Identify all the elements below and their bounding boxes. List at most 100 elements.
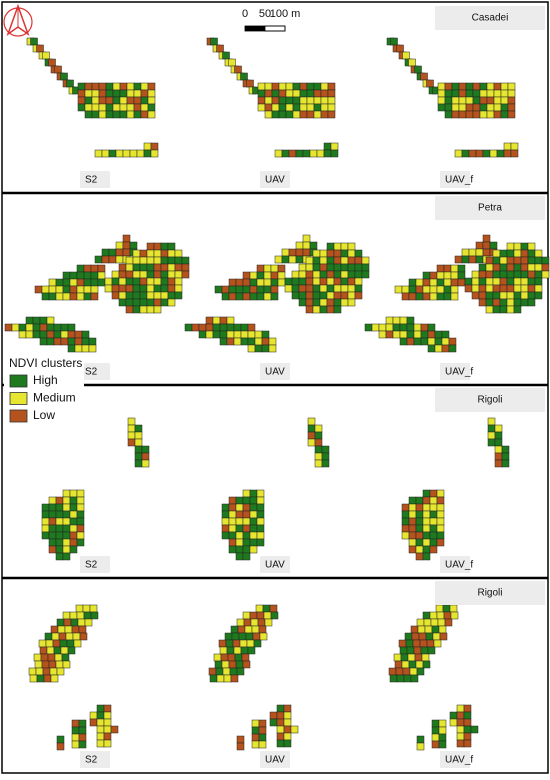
grid-cell [500,89,509,98]
grid-cell [295,255,304,264]
grid-cell [18,330,27,339]
grid-cell [242,517,251,526]
grid-cell [527,270,536,279]
grid-cell [242,545,251,554]
grid-cell [330,142,339,151]
grid-cell [347,284,356,293]
grid-cell [246,79,254,88]
grid-cell [245,632,254,641]
grid-cell [59,639,68,648]
grid-cell [140,103,149,112]
grid-cell [319,249,328,258]
grid-cell [305,256,314,265]
grid-cell [58,632,67,641]
grid-cell [313,89,322,98]
grid-cell [450,292,459,301]
scale-label: 100 m [270,8,301,20]
grid-cell [441,330,450,339]
grid-cell [422,611,431,620]
grid-cell [55,545,64,554]
grid-cell [323,149,332,158]
grid-cell [226,316,235,325]
grid-cell [132,284,141,293]
grid-cell [458,82,467,91]
grid-cell [76,503,85,512]
view-label: UAV [265,560,285,571]
grid-cell [212,330,221,339]
grid-cell [422,292,431,301]
grid-cell [69,524,78,533]
grid-cell [470,725,479,734]
grid-cell [133,110,142,119]
grid-cell [56,667,65,676]
grid-cell [242,496,251,505]
grid-cell [25,316,34,325]
grid-cell [249,531,258,540]
grid-cell [307,417,316,426]
grid-cell [408,285,417,294]
grid-cell [326,277,335,286]
grid-cell [444,618,453,627]
grid-cell [482,234,491,243]
legend-label: Medium [33,391,76,405]
grid-cell [408,517,417,526]
grid-cell [235,285,244,294]
grid-cell [291,277,300,286]
view-label: S2 [85,560,98,571]
grid-cell [270,292,279,301]
grid-cell [146,263,155,272]
grid-cell [425,632,434,641]
grid-cell [126,103,135,112]
grid-cell [408,58,416,67]
grid-cell [231,632,240,641]
grid-cell [520,249,529,258]
grid-cell [436,278,445,287]
grid-cell [257,618,266,627]
grid-cell [181,263,190,272]
grid-cell [306,82,315,91]
grid-cell [333,305,342,314]
grid-cell [396,44,404,53]
grid-cell [320,103,329,112]
grid-cell [242,503,251,512]
grid-cell [240,72,248,81]
grid-cell [390,37,398,46]
grid-cell [246,639,255,648]
grid-cell [83,264,92,273]
grid-cell [52,639,61,648]
grid-cell [39,330,48,339]
grid-cell [312,305,321,314]
grid-cell [41,292,50,301]
grid-cell [306,103,315,112]
grid-cell [240,330,249,339]
grid-cell [48,531,57,540]
grid-cell [127,424,136,433]
map-panel: Rigoli S2 UAV UAV_f [2,383,548,573]
grid-cell [510,149,519,158]
grid-cell [174,263,183,272]
grid-cell [66,79,74,88]
grid-cell [167,256,176,265]
grid-cell [406,337,415,346]
grid-cell [307,438,316,447]
grid-cell [261,330,270,339]
grid-cell [415,660,424,669]
grid-cell [527,298,536,307]
grid-cell [62,496,71,505]
grid-cell [153,270,162,279]
grid-cell [134,459,143,468]
grid-cell [494,452,503,461]
grid-cell [507,96,516,105]
grid-cell [513,298,522,307]
grid-cell [435,604,444,613]
grid-cell [112,82,121,91]
grid-cell [410,625,419,634]
grid-cell [141,445,150,454]
grid-cell [56,735,65,744]
grid-cell [69,538,78,547]
grid-cell [257,103,266,112]
grid-cell [388,667,397,676]
grid-cell [347,277,356,286]
grid-cell [472,103,481,112]
grid-cell [258,719,267,728]
